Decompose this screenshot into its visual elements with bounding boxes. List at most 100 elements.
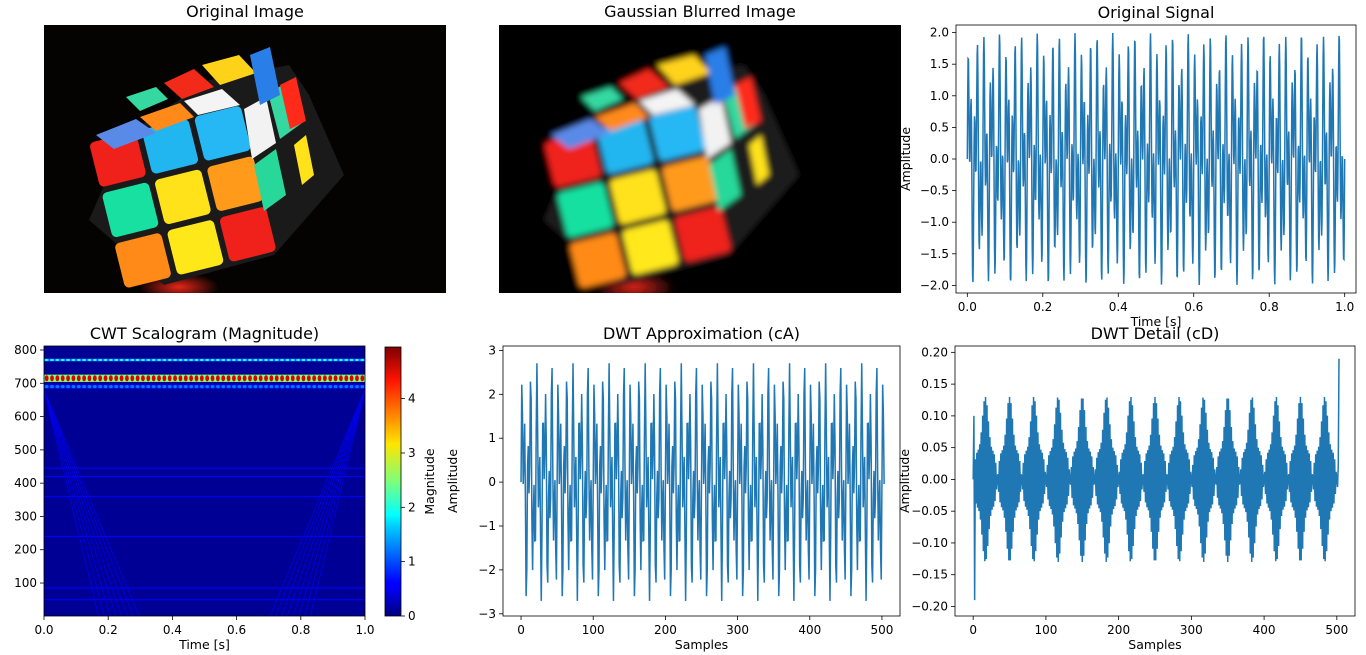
scalogram-band-peak: [270, 385, 274, 388]
scalogram-band-peak: [350, 359, 354, 361]
scalogram-band-peak: [125, 359, 129, 361]
y-tick-label: 2: [488, 387, 496, 401]
scalogram-band: [44, 359, 365, 362]
scalogram-band-peak: [259, 375, 263, 381]
dwt-approximation-series-line: [521, 363, 884, 601]
scalogram-band-peak: [302, 385, 306, 388]
scalogram-band-peak: [109, 359, 113, 361]
scalogram-band-peak: [200, 359, 204, 361]
dwt-detail-axes: 0 100 200 300 400 500−0.20−0.15−0.10−0.050.00…: [897, 324, 1355, 652]
scalogram-band-peak: [259, 359, 263, 361]
scalogram-band-peak: [82, 375, 86, 381]
scalogram-band-peak: [141, 375, 145, 381]
scalogram-band-peak: [146, 385, 150, 388]
blurred-image-title: Gaussian Blurred Image: [604, 2, 796, 21]
scalogram-band-peak: [205, 385, 209, 388]
scalogram-band-peak: [328, 375, 332, 381]
y-tick-label: −0.15: [911, 568, 948, 582]
scalogram-band-peak: [323, 385, 327, 388]
scalogram-band-peak: [307, 385, 311, 388]
scalogram-band-peak: [264, 375, 268, 381]
original-signal-series-line: [967, 33, 1344, 285]
scalogram-band-peak: [157, 385, 161, 388]
scalogram-band-peak: [88, 375, 92, 381]
scalogram-band-peak: [56, 385, 60, 388]
x-tick-label: 400: [1253, 623, 1276, 637]
y-tick-label: 400: [14, 476, 37, 490]
scalogram-band-peak: [232, 385, 236, 388]
dwt-detail-ylabel: Amplitude: [897, 449, 912, 513]
scalogram-band-peak: [61, 359, 65, 361]
scalogram-band-peak: [334, 359, 338, 361]
scalogram-band-peak: [264, 385, 268, 388]
y-tick-label: −2.0: [920, 278, 949, 292]
y-tick-label: 0.20: [921, 345, 948, 359]
y-tick-label: −0.20: [911, 599, 948, 613]
y-tick-label: −0.10: [911, 536, 948, 550]
y-tick-label: 800: [14, 343, 37, 357]
colorbar-label: Magnitude: [422, 448, 437, 515]
cwt-scalogram-xlabel: Time [s]: [178, 637, 230, 652]
scalogram-band-peak: [221, 359, 225, 361]
cwt-scalogram-ylabel: Scale: [0, 464, 1, 498]
scalogram-band: [44, 385, 365, 389]
scalogram-band-peak: [179, 385, 183, 388]
scalogram-band-peak: [328, 385, 332, 388]
scalogram-band-peak: [136, 375, 140, 381]
y-tick-label: 0.10: [921, 409, 948, 423]
scalogram-band-peak: [216, 385, 220, 388]
scalogram-band-peak: [173, 359, 177, 361]
scalogram-band-peak: [205, 359, 209, 361]
scalogram-band-peak: [232, 375, 236, 381]
scalogram-band-peak: [232, 359, 236, 361]
scalogram-band-peak: [125, 385, 129, 388]
scalogram-band-peak: [66, 375, 70, 381]
scalogram-band-peak: [205, 375, 209, 381]
y-tick-label: 0.0: [930, 152, 949, 166]
scalogram-band-peak: [270, 375, 274, 381]
scalogram-band-peak: [173, 375, 177, 381]
x-tick-label: 0: [517, 623, 525, 637]
x-tick-label: 1.0: [1335, 300, 1354, 314]
colorbar-tick-label: 1: [408, 555, 416, 569]
x-tick-label: 0.8: [1260, 300, 1279, 314]
colorbar-tick-label: 4: [408, 392, 416, 406]
y-tick-label: 500: [14, 443, 37, 457]
scalogram-band-peak: [146, 375, 150, 381]
dwt-approximation-xlabel: Samples: [675, 637, 728, 652]
y-tick-label: −0.05: [911, 504, 948, 518]
scalogram-band-peak: [339, 359, 343, 361]
scalogram-band-peak: [248, 385, 252, 388]
scalogram-band-peak: [227, 375, 231, 381]
scalogram-band-peak: [339, 385, 343, 388]
x-tick-label: 300: [726, 623, 749, 637]
scalogram-band-peak: [291, 375, 295, 381]
scalogram-band-peak: [157, 375, 161, 381]
y-tick-label: 1.0: [930, 89, 949, 103]
y-tick-label: 0.15: [921, 377, 948, 391]
scalogram-band-peak: [163, 359, 167, 361]
scalogram-band-peak: [189, 385, 193, 388]
scalogram-band-peak: [77, 385, 81, 388]
dwt-approximation-ylabel: Amplitude: [445, 449, 460, 513]
scalogram-band-peak: [360, 375, 364, 381]
scalogram-band-peak: [360, 385, 364, 388]
y-tick-label: −0.5: [920, 184, 949, 198]
scalogram-band-peak: [211, 359, 215, 361]
scalogram-band-peak: [243, 359, 247, 361]
x-tick-label: 0.2: [1033, 300, 1052, 314]
y-tick-label: 1.5: [930, 57, 949, 71]
cwt-colorbar: [385, 347, 401, 616]
x-tick-label: 300: [1180, 623, 1203, 637]
scalogram-band-peak: [50, 375, 54, 381]
original-signal-title: Original Signal: [1098, 3, 1215, 22]
scalogram-band-peak: [152, 385, 156, 388]
scalogram-band-peak: [360, 359, 364, 361]
scalogram-band-peak: [66, 359, 70, 361]
x-tick-label: 1.0: [355, 623, 374, 637]
dwt-approximation-title: DWT Approximation (cA): [603, 324, 800, 343]
scalogram-band-peak: [344, 375, 348, 381]
scalogram-band-peak: [253, 385, 257, 388]
scalogram-band-peak: [114, 385, 118, 388]
scalogram-band-peak: [184, 385, 188, 388]
